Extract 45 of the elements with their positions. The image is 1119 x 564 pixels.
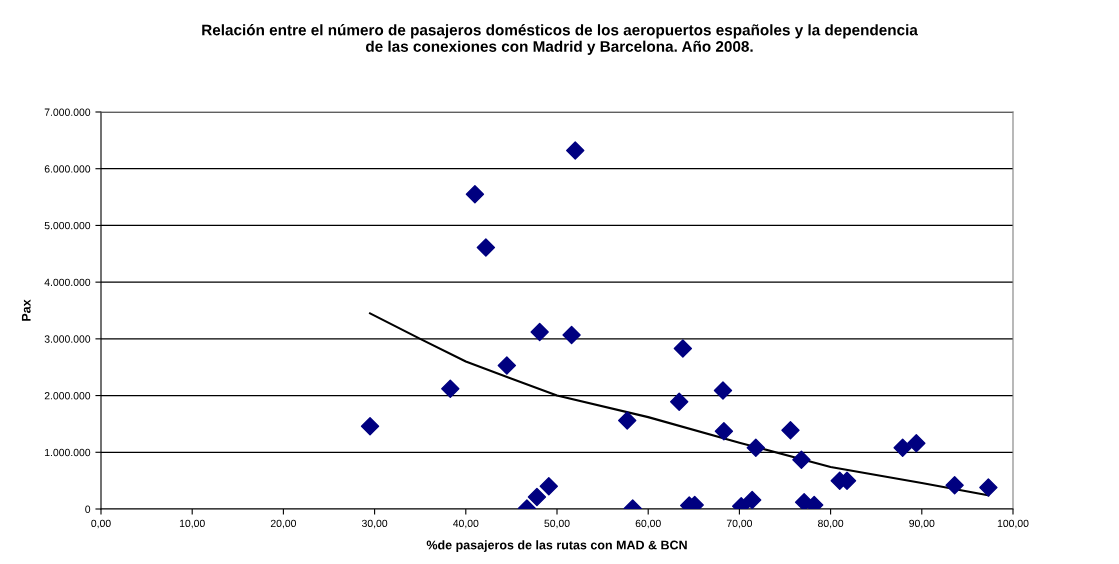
x-tick-label: 90,00 (909, 519, 935, 529)
x-tick-label: 40,00 (453, 519, 479, 529)
point (539, 477, 558, 496)
x-tick-label: 100,00 (997, 519, 1029, 529)
y-tick-label: 0 (85, 505, 91, 513)
point (360, 416, 380, 436)
point (746, 438, 766, 457)
x-axis-title: %de pasajeros de las rutas con MAD & BCN (426, 540, 687, 552)
x-tick-label: 30,00 (361, 519, 388, 529)
point (465, 185, 485, 204)
point (497, 356, 517, 375)
point (530, 322, 549, 342)
point (781, 420, 800, 440)
point (713, 381, 733, 400)
x-tick-label: 80,00 (818, 519, 844, 529)
point (893, 438, 912, 457)
point (527, 487, 547, 507)
point (618, 411, 637, 430)
y-tick-label: 7.000.000 (44, 108, 91, 116)
y-tick-label: 3.000.000 (44, 335, 91, 343)
point (566, 141, 585, 160)
point (673, 339, 693, 358)
point (945, 475, 964, 495)
y-tick-label: 6.000.000 (44, 165, 91, 173)
point (907, 434, 926, 453)
point (670, 392, 689, 412)
x-tick-label: 20,00 (270, 519, 297, 529)
point (562, 325, 581, 345)
chart-title: Relación entre el número de pasajeros domésticos de los aeropuertos españoles y la dependencia de las conexiones con Madrid y Barcelona. Año 2008. (202, 24, 918, 55)
x-tick-label: 60,00 (635, 519, 661, 529)
point (714, 422, 734, 441)
x-tick-label: 0,00 (91, 519, 111, 529)
y-tick-label: 4.000.000 (44, 278, 91, 287)
point (742, 490, 762, 509)
point (792, 450, 811, 469)
x-tick-label: 70,00 (726, 519, 753, 529)
point (476, 238, 496, 257)
point (441, 379, 460, 398)
x-tick-label: 10,00 (179, 519, 205, 529)
x-tick-label: 50,00 (544, 519, 570, 529)
y-tick-label: 2.000.000 (44, 392, 91, 400)
y-axis-title: Pax (21, 299, 31, 321)
y-tick-label: 1.000.000 (45, 448, 91, 457)
point (979, 478, 998, 497)
y-tick-label: 5.000.000 (44, 221, 91, 230)
